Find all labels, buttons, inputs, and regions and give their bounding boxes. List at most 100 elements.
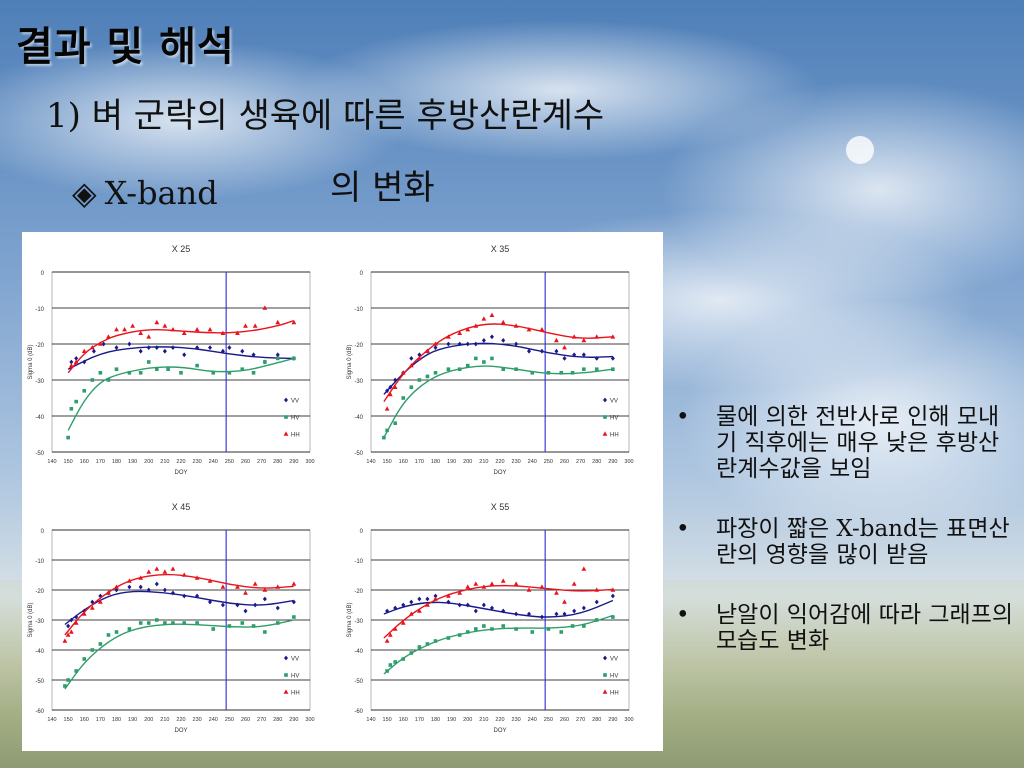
- hh-point: [425, 602, 430, 607]
- vv-point: [527, 348, 532, 354]
- hh-point: [571, 334, 577, 339]
- vv-point: [127, 584, 132, 590]
- band-label: X-band: [104, 174, 218, 212]
- hv-point: [106, 378, 111, 382]
- hh-point: [433, 596, 438, 601]
- x-tick-label: 210: [479, 717, 488, 723]
- hh-point: [275, 584, 281, 589]
- y-tick-label: -30: [354, 379, 363, 385]
- x-tick-label: 160: [80, 459, 89, 465]
- hv-point: [74, 399, 78, 404]
- legend-vv-icon: [284, 397, 288, 403]
- hv-point: [530, 371, 535, 375]
- hh-point: [252, 323, 258, 328]
- hv-point: [433, 371, 438, 375]
- hh-point: [262, 587, 268, 592]
- y-tick-label: -20: [354, 589, 363, 595]
- hh-point: [610, 334, 616, 339]
- vv-point: [82, 608, 87, 614]
- x-tick-label: 170: [96, 717, 105, 723]
- hh-point: [513, 323, 519, 328]
- bullet-text: 파장이 짧은 X-band는 표면산란의 영향을 많이 받음: [716, 516, 1010, 568]
- x-tick-label: 200: [144, 459, 153, 465]
- hh-point: [162, 323, 168, 328]
- hh-point: [594, 334, 600, 339]
- hv-point: [385, 428, 389, 433]
- hv-point: [155, 367, 159, 371]
- y-tick-label: 0: [360, 529, 364, 535]
- hh-point: [594, 587, 600, 592]
- trend-curve-hv: [64, 619, 295, 690]
- x-tick-label: 300: [624, 459, 633, 465]
- hh-point: [562, 345, 567, 350]
- x-tick-label: 290: [608, 459, 617, 465]
- x-tick-label: 190: [128, 459, 137, 465]
- hv-point: [501, 624, 506, 628]
- hh-point: [194, 327, 200, 332]
- vv-point: [473, 341, 478, 347]
- hh-point: [465, 584, 471, 589]
- hv-point: [385, 669, 389, 673]
- vv-point: [409, 599, 414, 605]
- hv-point: [146, 360, 151, 364]
- vv-point: [446, 599, 451, 605]
- hv-point: [425, 642, 430, 646]
- legend-hv-icon: [603, 415, 607, 419]
- hh-point: [127, 578, 132, 583]
- hh-point: [154, 319, 160, 325]
- hv-point: [465, 363, 470, 368]
- hh-point: [433, 341, 438, 346]
- hh-point: [416, 608, 422, 613]
- hh-point: [252, 581, 258, 586]
- hv-point: [514, 627, 518, 631]
- slide-title: 결과 및 해석: [16, 24, 235, 70]
- x-tick-label: 170: [415, 459, 424, 465]
- x-tick-label: 290: [608, 717, 617, 723]
- x-tick-label: 200: [144, 717, 153, 723]
- hh-point: [130, 323, 136, 328]
- hv-point: [490, 356, 494, 361]
- hv-point: [114, 630, 119, 634]
- hh-point: [138, 575, 144, 580]
- x-tick-label: 180: [112, 717, 121, 723]
- x-tick-label: 220: [495, 717, 504, 723]
- vv-point: [572, 352, 577, 358]
- bullet-text: 낟알이 익어감에 따라 그래프의 모습도 변화: [716, 602, 1014, 654]
- hv-point: [90, 648, 95, 652]
- hv-point: [127, 371, 132, 375]
- x-axis-label: DOY: [493, 728, 506, 734]
- hh-point: [513, 581, 519, 586]
- vv-point: [433, 345, 438, 350]
- x-axis-label: DOY: [493, 470, 506, 476]
- y-tick-label: -40: [354, 415, 363, 421]
- x-tick-label: 290: [289, 717, 298, 723]
- hh-point: [400, 620, 406, 625]
- hh-point: [181, 572, 187, 577]
- x-tick-label: 210: [160, 459, 169, 465]
- x-tick-label: 250: [544, 717, 553, 723]
- hv-point: [611, 615, 615, 619]
- plot-frame: [51, 271, 311, 453]
- x-tick-label: 260: [241, 459, 250, 465]
- hh-point: [446, 334, 451, 339]
- hh-point: [62, 638, 68, 643]
- hv-point: [195, 621, 199, 625]
- hv-point: [546, 371, 551, 375]
- hv-point: [195, 363, 199, 368]
- trend-curve-hh: [383, 323, 613, 402]
- x-tick-label: 270: [257, 459, 266, 465]
- vv-point: [417, 352, 422, 358]
- vv-point: [170, 345, 175, 350]
- hh-point: [73, 620, 79, 625]
- y-tick-label: -40: [354, 649, 363, 655]
- vv-point: [446, 341, 451, 347]
- hv-point: [275, 621, 280, 625]
- hv-point: [409, 385, 414, 389]
- y-axis-label: Sigma 0 (dB): [347, 602, 353, 637]
- x-tick-label: 300: [624, 717, 633, 723]
- legend-hv-icon: [284, 415, 288, 419]
- hv-point: [82, 389, 87, 393]
- x-tick-label: 200: [463, 459, 472, 465]
- x-tick-label: 150: [383, 717, 392, 723]
